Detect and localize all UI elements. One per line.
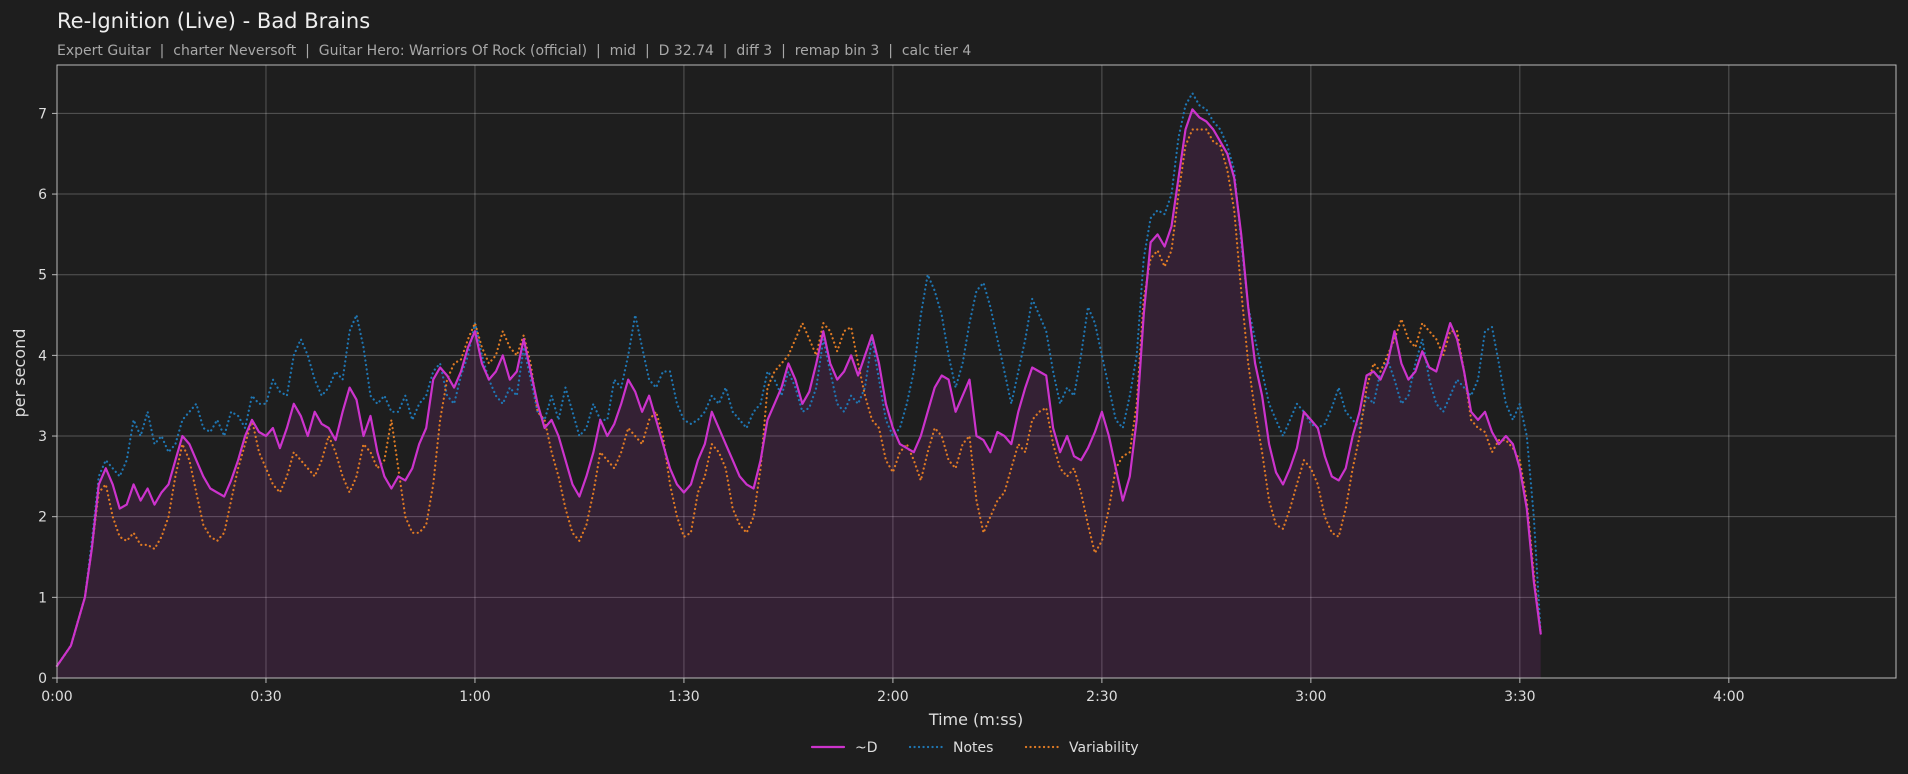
y-tick-label: 1 [38, 590, 47, 606]
x-tick-label: 0:00 [41, 689, 72, 705]
x-tick-label: 3:00 [1295, 689, 1326, 705]
y-tick-label: 4 [38, 348, 47, 364]
legend-label-1: Notes [953, 740, 993, 756]
legend-label-2: Variability [1069, 740, 1139, 756]
y-axis-label: per second [10, 329, 29, 418]
chart-subtitle: Expert Guitar | charter Neversoft | Guit… [57, 43, 971, 59]
x-tick-label: 2:30 [1086, 689, 1117, 705]
y-tick-label: 5 [38, 268, 47, 284]
x-axis-ticks: 0:00 0:30 1:00 1:30 2:00 2:30 3:00 3:30 4:00 [41, 678, 1745, 705]
series-line-1 [55, 92, 1542, 667]
y-axis-ticks: 0 1 2 3 4 5 6 7 [38, 106, 57, 687]
series-line-0 [55, 108, 1542, 667]
chart-title: Re-Ignition (Live) - Bad Brains [57, 9, 370, 33]
y-tick-label: 3 [38, 429, 47, 445]
series-line-2 [55, 128, 1542, 667]
series-lines [55, 92, 1542, 667]
y-tick-label: 7 [38, 106, 47, 122]
y-tick-label: 6 [38, 187, 47, 203]
x-tick-label: 4:00 [1713, 689, 1744, 705]
x-tick-label: 0:30 [250, 689, 281, 705]
x-axis-label: Time (m:ss) [928, 710, 1023, 729]
x-tick-label: 2:00 [877, 689, 908, 705]
x-tick-label: 1:00 [459, 689, 490, 705]
x-tick-label: 3:30 [1504, 689, 1535, 705]
y-tick-label: 0 [38, 671, 47, 687]
plot-frame [56, 64, 1897, 679]
legend-label-0: ~D [855, 740, 878, 756]
y-tick-label: 2 [38, 510, 47, 526]
x-tick-label: 1:30 [668, 689, 699, 705]
legend: ~D Notes Variability [810, 740, 1139, 756]
